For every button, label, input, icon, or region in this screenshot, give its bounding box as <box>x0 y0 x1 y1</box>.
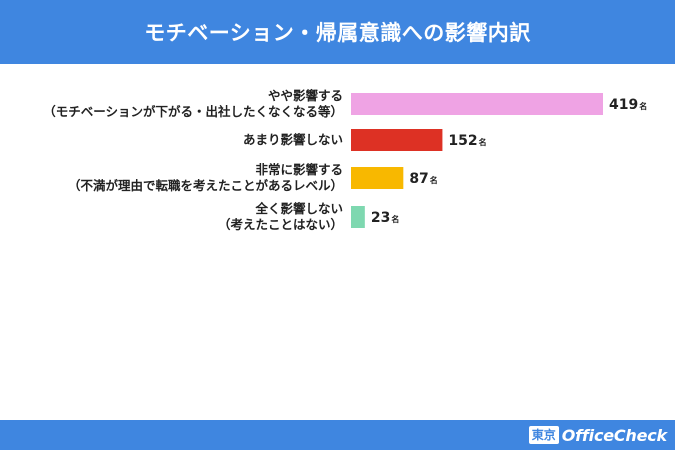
value-label-0: 419名 <box>609 97 647 113</box>
value-label-2: 87名 <box>409 171 437 187</box>
page-title: モチベーション・帰属意識への影響内訳 <box>144 21 531 45</box>
brand-logo: 東京 OfficeCheck <box>528 425 667 445</box>
value-unit-1: 名 <box>479 137 487 147</box>
footer-bar: 東京 OfficeCheck <box>0 420 675 450</box>
value-unit-3: 名 <box>391 214 399 224</box>
brand-logo-box: 東京 <box>528 426 559 444</box>
chart-canvas: やや影響する（モチベーションが下がる・出社したくなくなる等） 419名あまり影響し… <box>43 88 647 232</box>
brand-logo-name: OfficeCheck <box>561 425 667 445</box>
category-label-2-0: 非常に影響する <box>255 162 343 177</box>
value-unit-0: 名 <box>639 101 647 111</box>
category-label-1-0: あまり影響しない <box>243 132 343 147</box>
category-label-2-1: （不満が理由で転職を考えたことがあるレベル） <box>68 178 343 193</box>
category-label-0-1: （モチベーションが下がる・出社したくなくなる等） <box>43 104 343 119</box>
category-label-3-0: 全く影響しない <box>254 201 343 216</box>
category-label-3-1: （考えたことはない） <box>218 217 343 232</box>
value-label-1: 152名 <box>448 133 486 149</box>
category-label-0-0: やや影響する <box>268 88 343 103</box>
value-unit-2: 名 <box>430 175 438 185</box>
bar-1 <box>351 129 443 151</box>
bar-chart: やや影響する （モチベーションが下がる・出社したくなくなる等） 419名あまり影響し… <box>0 64 675 420</box>
bar-3 <box>351 206 365 228</box>
bar-0 <box>351 93 603 115</box>
header-banner: モチベーション・帰属意識への影響内訳 <box>0 0 675 64</box>
bar-2 <box>351 167 404 189</box>
value-label-3: 23名 <box>371 210 399 226</box>
